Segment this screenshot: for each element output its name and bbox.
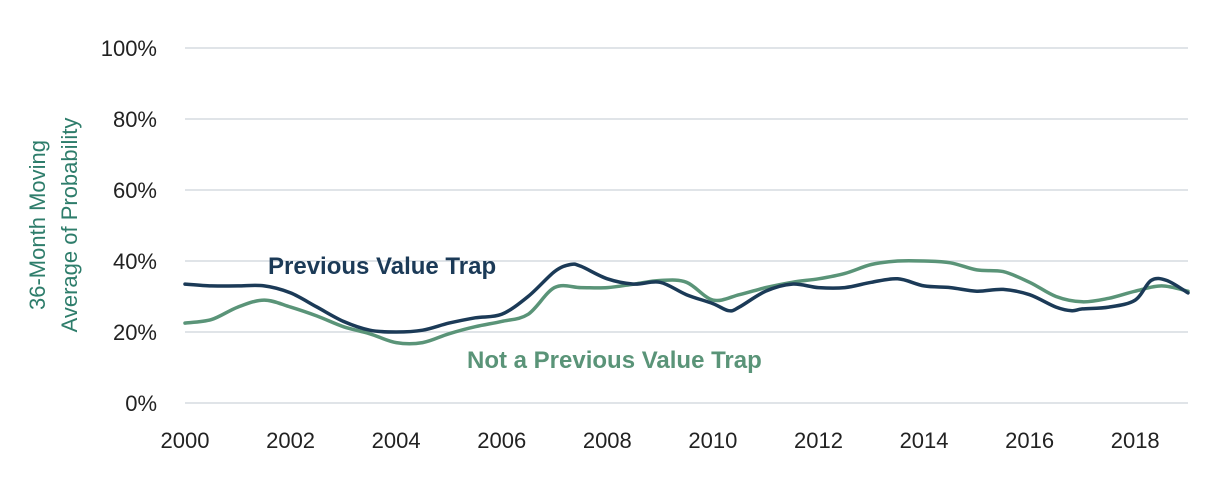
- x-tick-label: 2018: [1111, 428, 1160, 453]
- y-axis-title-group: 36-Month Moving Average of Probability: [25, 118, 82, 333]
- grid-lines: [185, 47, 1188, 404]
- series-lines: [183, 258, 1190, 346]
- y-axis-title-line: 36-Month Moving: [25, 140, 50, 310]
- y-axis-tick-labels: 0% 20% 40% 60% 80% 100%: [101, 36, 157, 416]
- y-axis-title-line: Average of Probability: [57, 118, 82, 333]
- y-tick-label: 20%: [113, 320, 157, 345]
- x-tick-label: 2010: [688, 428, 737, 453]
- x-tick-label: 2016: [1005, 428, 1054, 453]
- x-tick-label: 2006: [477, 428, 526, 453]
- x-tick-label: 2012: [794, 428, 843, 453]
- x-tick-label: 2002: [266, 428, 315, 453]
- y-tick-label: 0%: [125, 391, 157, 416]
- x-tick-label: 2000: [161, 428, 210, 453]
- x-tick-label: 2004: [372, 428, 421, 453]
- y-tick-label: 60%: [113, 178, 157, 203]
- annotation-previous-value-trap: Previous Value Trap: [268, 253, 496, 280]
- series-annotations: Previous Value Trap Not a Previous Value …: [268, 253, 762, 374]
- y-axis-title: 36-Month Moving Average of Probability: [25, 118, 82, 333]
- y-tick-label: 100%: [101, 36, 157, 61]
- series-line-previous-value-trap: [183, 262, 1190, 334]
- x-tick-label: 2008: [583, 428, 632, 453]
- y-tick-label: 40%: [113, 249, 157, 274]
- x-axis-tick-labels: 2000 2002 2004 2006 2008 2010 2012 2014 2016 2018: [161, 428, 1160, 453]
- annotation-not-previous-value-trap: Not a Previous Value Trap: [467, 347, 762, 374]
- x-tick-label: 2014: [900, 428, 949, 453]
- series-line-not-previous-value-trap: [183, 258, 1190, 346]
- y-tick-label: 80%: [113, 107, 157, 132]
